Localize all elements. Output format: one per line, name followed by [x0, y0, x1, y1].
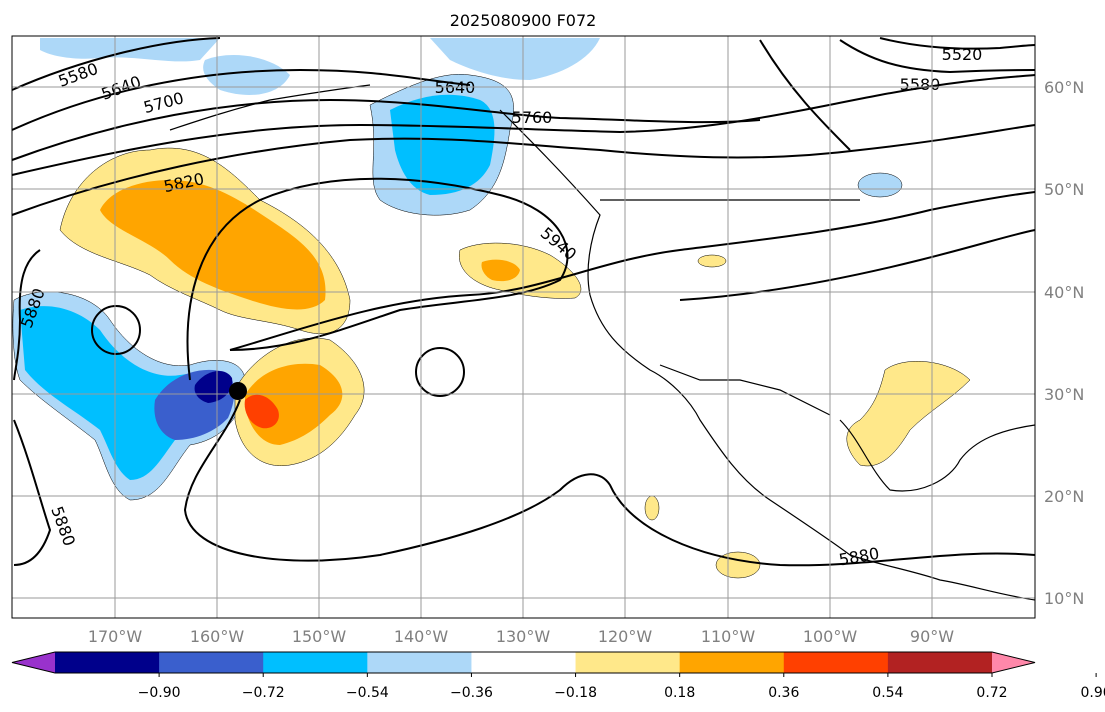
colorbar-tick-label: −0.18 [554, 685, 597, 701]
colorbar-tick-label: 0.36 [768, 685, 799, 701]
positive-anomaly-spot-2 [644, 495, 660, 521]
colorbar-segment [55, 652, 160, 673]
contour-line [879, 37, 1036, 50]
contour-line [11, 74, 1036, 176]
negative-anomaly-spot-lakes [857, 172, 903, 198]
contour-line [229, 191, 1036, 351]
colorbar-segment [471, 652, 577, 673]
colorbar-segment [159, 652, 264, 673]
lon-label: 170°W [88, 627, 143, 646]
positive-anomaly-california-core [481, 259, 520, 282]
contour-line [11, 124, 1036, 216]
anomaly-shading [12, 38, 971, 579]
positive-anomaly-core [100, 180, 326, 310]
lon-label: 140°W [394, 627, 449, 646]
figure-title: 2025080900 F072 [450, 11, 597, 30]
contour-line [679, 229, 1036, 301]
colorbar-extend-low [12, 652, 55, 673]
contour-line [13, 249, 41, 381]
lon-label: 120°W [598, 627, 653, 646]
colorbar-tick-label: 0.54 [872, 685, 903, 701]
lon-label: 130°W [496, 627, 551, 646]
contour-line [11, 37, 221, 91]
storm-position-marker [229, 382, 247, 400]
height-contours [11, 37, 1036, 567]
colorbar-tick-label: 0.18 [664, 685, 695, 701]
colorbar-segment [783, 652, 889, 673]
colorbar-segment [575, 652, 681, 673]
contour-line [11, 68, 471, 131]
colorbar-tick-label: 0.72 [976, 685, 1007, 701]
latitude-labels: 60°N 50°N 40°N 30°N 20°N 10°N [1044, 78, 1084, 608]
contour-label: 5520 [942, 45, 983, 64]
lat-label: 30°N [1044, 385, 1084, 404]
colorbar-segment [263, 652, 368, 673]
lat-label: 50°N [1044, 180, 1084, 199]
colorbar-outline [11, 651, 1036, 674]
contour-line [759, 39, 851, 151]
colorbar-tick-label: 0.90 [1081, 685, 1105, 701]
longitude-labels: 170°W 160°W 150°W 140°W 130°W 120°W 110°… [88, 627, 954, 646]
positive-anomaly-spot-3 [697, 254, 727, 268]
contour-line [186, 177, 569, 381]
alaska-coast [169, 84, 371, 131]
contour-label: 5580 [900, 75, 941, 94]
negative-anomaly-core [194, 370, 233, 403]
gridlines [12, 36, 1035, 618]
contour-line [13, 419, 52, 566]
lon-label: 160°W [190, 627, 245, 646]
mexico-border [659, 364, 831, 416]
colorbar-tick-label: −0.36 [450, 685, 493, 701]
map-panel: 5580 5640 5700 5820 5880 5940 5760 5640 … [11, 35, 1036, 619]
positive-anomaly-gulf [846, 361, 971, 467]
negative-anomaly-far-north [40, 38, 220, 62]
colorbar: −0.90 −0.72 −0.54 −0.36 −0.18 0.18 0.36 0.54 0.7… [11, 651, 1105, 701]
lat-label: 60°N [1044, 78, 1084, 97]
negative-anomaly-far-north-2 [203, 55, 290, 95]
lat-label: 10°N [1044, 589, 1084, 608]
lat-label: 40°N [1044, 283, 1084, 302]
contour-line [839, 39, 1036, 74]
colorbar-tick-label: −0.90 [138, 685, 181, 701]
map-frame [11, 35, 1036, 619]
colorbar-segment [679, 652, 785, 673]
lon-label: 100°W [803, 627, 858, 646]
north-america-coast [499, 109, 1036, 601]
negative-anomaly-north-3 [430, 38, 600, 80]
colorbar-segment [367, 652, 472, 673]
contour-label: 5760 [512, 108, 553, 127]
colorbar-tick-label: −0.72 [242, 685, 285, 701]
lon-label: 110°W [701, 627, 756, 646]
lat-label: 20°N [1044, 487, 1084, 506]
contour-line [11, 98, 761, 161]
contour-line [183, 399, 1036, 567]
positive-anomaly-south-peak [244, 394, 279, 429]
closed-contour [91, 305, 141, 355]
lon-label: 90°W [910, 627, 954, 646]
colorbar-extend-high [992, 652, 1035, 673]
lon-label: 150°W [292, 627, 347, 646]
negative-anomaly-northeast-core [390, 94, 495, 195]
closed-contour [415, 347, 465, 397]
colorbar-segment [887, 652, 993, 673]
colorbar-tick-label: −0.54 [346, 685, 389, 701]
